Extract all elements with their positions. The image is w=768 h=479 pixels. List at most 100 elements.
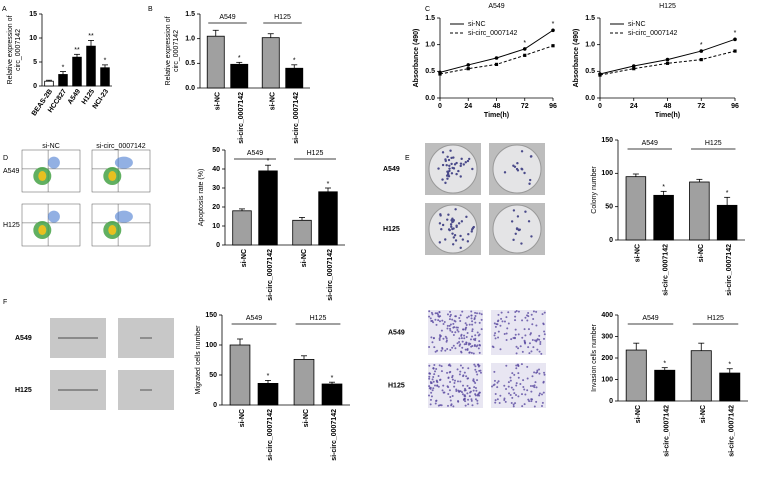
flow-plot: [21, 203, 81, 247]
bar: [58, 74, 68, 87]
cell: [442, 323, 445, 326]
cell: [455, 390, 458, 393]
cell: [471, 404, 474, 407]
cell: [517, 310, 520, 313]
cell: [510, 402, 513, 405]
cell: [514, 328, 517, 331]
cell: [449, 349, 452, 352]
cell: [467, 367, 470, 370]
bar: [44, 80, 54, 87]
cell: [438, 339, 441, 342]
cell: [430, 391, 433, 394]
x-tick-label: 24: [630, 103, 638, 110]
cell: [497, 313, 500, 316]
cell: [448, 389, 451, 392]
colony: [445, 163, 448, 167]
cell: [464, 322, 467, 325]
cell: [511, 396, 514, 399]
bar: [258, 170, 278, 246]
cell: [497, 330, 500, 333]
cell: [474, 334, 477, 337]
group-label: A549: [246, 315, 262, 322]
cell: [474, 365, 477, 368]
cell: [449, 396, 452, 399]
cell: [459, 319, 462, 322]
cell: [512, 403, 515, 406]
cell: [492, 384, 495, 387]
cell: [476, 373, 479, 376]
x-tick-label: 96: [549, 103, 557, 110]
y-axis-title: Migrated cells number: [195, 325, 202, 395]
cell: [503, 332, 506, 335]
cell: [531, 323, 534, 326]
cell: [428, 394, 431, 397]
x-tick-label: si-circ_0007142: [726, 244, 733, 296]
cell: [458, 341, 461, 344]
cell: [503, 384, 506, 387]
cell: [470, 398, 473, 401]
cell: [456, 380, 459, 383]
cell: [454, 315, 457, 318]
cell: [478, 364, 481, 367]
colony: [471, 167, 474, 171]
bar: [230, 63, 249, 89]
x-tick-label: si-NC: [698, 244, 705, 262]
cell: [449, 323, 452, 326]
cell: [449, 399, 452, 402]
colony: [449, 149, 452, 152]
cell: [443, 320, 446, 323]
cell: [478, 394, 481, 397]
significance: **: [88, 33, 94, 40]
y-tick-label: 15: [29, 11, 37, 18]
cell: [527, 328, 530, 331]
cell: [436, 384, 439, 387]
y-axis-title: Invasion cells number: [591, 323, 598, 391]
cell: [432, 321, 435, 324]
y-tick-label: 0: [216, 242, 220, 249]
cell: [494, 399, 497, 402]
y-tick-label: 0: [609, 398, 613, 405]
cell: [449, 327, 452, 330]
cell: [474, 337, 477, 340]
colony: [452, 227, 455, 230]
bar: [206, 35, 225, 89]
cell: [461, 310, 464, 313]
x-tick-label: si-circ_0007142: [331, 409, 338, 461]
cell: [453, 379, 456, 382]
marker: [665, 61, 670, 65]
marker: [551, 44, 555, 48]
cell: [439, 315, 442, 318]
cell: [496, 398, 499, 401]
cell: [513, 373, 516, 376]
cell: [521, 336, 524, 339]
cell: [463, 397, 466, 400]
cell: [496, 381, 499, 384]
cell: [430, 319, 433, 322]
colony: [441, 151, 445, 154]
cell: [533, 386, 536, 389]
column-label: si-NC: [42, 143, 60, 150]
cell: [457, 400, 460, 403]
y-tick-label: 1.5: [185, 11, 195, 18]
marker: [733, 37, 737, 42]
cell: [454, 320, 457, 323]
legend-label: si-circ_0007142: [468, 30, 518, 37]
cell: [474, 387, 477, 390]
panel-label: D: [3, 155, 8, 162]
cell: [429, 317, 432, 320]
row-label: H125: [15, 387, 32, 394]
cell: [446, 313, 449, 316]
bar: [285, 67, 304, 89]
colony: [515, 227, 519, 231]
cell: [538, 392, 541, 395]
cell: [473, 386, 476, 389]
colony: [444, 181, 447, 185]
x-tick-label: si-NC: [303, 409, 310, 427]
cell: [444, 349, 447, 352]
x-tick-label: si-circ_0007142: [267, 249, 274, 301]
colony: [467, 233, 470, 236]
cell: [474, 398, 477, 401]
y-tick-label: 10: [212, 223, 220, 230]
cell: [495, 323, 498, 326]
